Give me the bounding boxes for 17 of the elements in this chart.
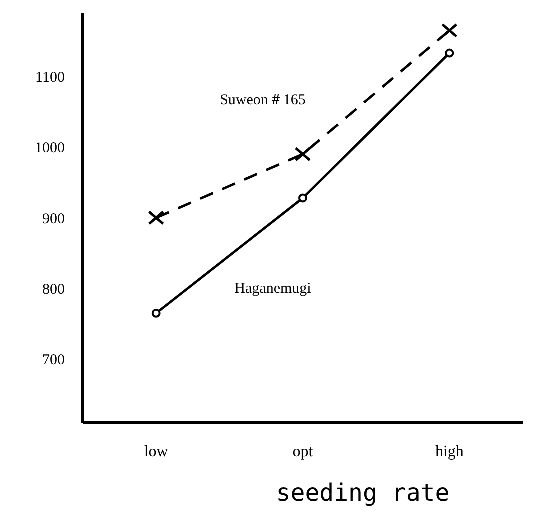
- x-tick-label: opt: [292, 443, 314, 460]
- text: Suweon＃165: [220, 92, 306, 108]
- series-label: Haganemugi: [234, 281, 312, 298]
- y-tick-label: 1000: [35, 140, 65, 157]
- x-axis-title: seeding rate: [276, 479, 450, 507]
- x-tick-label: low: [144, 443, 169, 460]
- point: [294, 147, 312, 162]
- point: [152, 308, 161, 318]
- point: [445, 48, 454, 58]
- point: [148, 210, 165, 226]
- y-tick-label: 700: [42, 352, 65, 369]
- x-tick-label: high: [435, 443, 464, 460]
- point: [441, 23, 458, 38]
- y-tick-label: 800: [42, 282, 65, 298]
- y-tick-label: 1100: [36, 70, 65, 86]
- y-tick-label: 900: [42, 211, 65, 228]
- point: [298, 194, 308, 203]
